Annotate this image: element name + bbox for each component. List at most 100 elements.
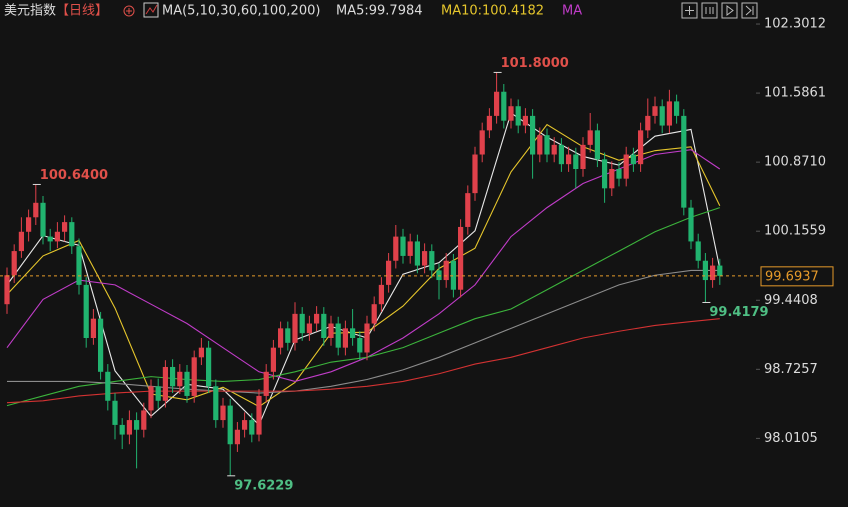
candle-body [54,231,60,242]
candle-body [270,347,276,372]
y-tick-label: 98.7257 [764,362,818,377]
candle-body [278,328,284,348]
candle-body [472,154,478,194]
candle-body [242,420,248,430]
candle-body [292,313,298,343]
ma-more: MA [562,4,582,19]
extreme-label: 99.4179 [709,305,768,320]
candle-body [450,260,456,290]
indicator-icon-line [145,4,158,15]
candle-body [141,410,147,430]
candle-body [126,420,132,435]
candle-body [508,106,514,121]
candle-body [155,386,161,401]
candle-body [170,366,176,387]
add-icon[interactable] [123,5,135,17]
ma-line [6,112,721,426]
tool-zoom[interactable] [701,2,718,19]
candle-body [314,313,320,324]
candle-body [602,159,608,189]
tool-move[interactable] [681,2,698,19]
candle-body [594,130,600,160]
candle-body [162,366,168,401]
candle-body [184,371,190,396]
ma-line [7,269,720,394]
candle-body [98,318,104,372]
ma-line [6,123,721,408]
candle-body [364,323,370,353]
candle-body [479,130,485,155]
candle-body [119,424,125,435]
candle-body [26,217,32,232]
candle-body [177,371,183,387]
candle-body [422,251,428,266]
candle-body [573,154,579,169]
candle-body [350,328,356,338]
extreme-label: 97.6229 [234,478,293,493]
period: 【日线】 [56,4,108,19]
candle-body [429,251,435,271]
y-tick-label: 99.4408 [764,293,818,308]
tool-glyphs [685,5,754,16]
candle-body [522,115,528,126]
candle-body [623,154,629,179]
candle-body [220,405,226,421]
candle-body [256,395,262,435]
candle-body [645,115,651,131]
candle-body [710,265,716,281]
y-tick-label: 98.0105 [764,431,818,446]
candle-body [393,236,399,261]
candle-body [566,154,572,165]
candle-body [609,169,615,189]
y-tick-label: 102.3012 [764,17,826,32]
candle-body [134,420,140,430]
indicator-icon[interactable] [143,2,159,18]
candle-body [386,260,392,285]
tool-next[interactable] [741,2,758,19]
candle-body [544,135,550,155]
candle-body [328,323,334,338]
candle-body [659,106,665,126]
candle-body [695,241,701,261]
candle-body [652,106,658,116]
candle-body [306,323,312,334]
candle-body [407,241,413,256]
candle-body [90,318,96,338]
candle-body [18,231,24,252]
candle-body [285,328,291,343]
candle-body [83,284,89,338]
y-tick-label: 101.5861 [764,86,826,101]
ma-params: MA(5,10,30,60,100,200) [162,4,320,19]
candle-body [558,144,564,165]
candle-body [206,347,212,387]
y-tick-label: 100.8710 [764,155,826,170]
candle-body [580,144,586,169]
candle-body [191,357,197,396]
candle-body [4,275,10,305]
candle-body [47,236,53,242]
candle-body [638,130,644,165]
candle-body [342,328,348,348]
extreme-label: 100.6400 [40,168,108,183]
tool-play[interactable] [721,2,738,19]
candle-body [148,386,154,411]
candle-body [213,386,219,421]
symbol: 美元指数 [4,4,56,19]
last-price-box [760,266,834,287]
candle-body [616,169,622,179]
candle-body [717,265,723,276]
candle-body [681,115,687,208]
candle-body [69,222,75,247]
candle-body [299,313,305,334]
candle-body [443,260,449,281]
candle-body [62,222,68,232]
candle-body [335,323,341,348]
candle-body [551,144,557,155]
candle-body [501,91,507,121]
candle-body [486,115,492,131]
last-price-label: 99.6937 [765,269,819,284]
candle-body [40,202,46,237]
candle-body [587,130,593,145]
toolbar [681,2,758,19]
